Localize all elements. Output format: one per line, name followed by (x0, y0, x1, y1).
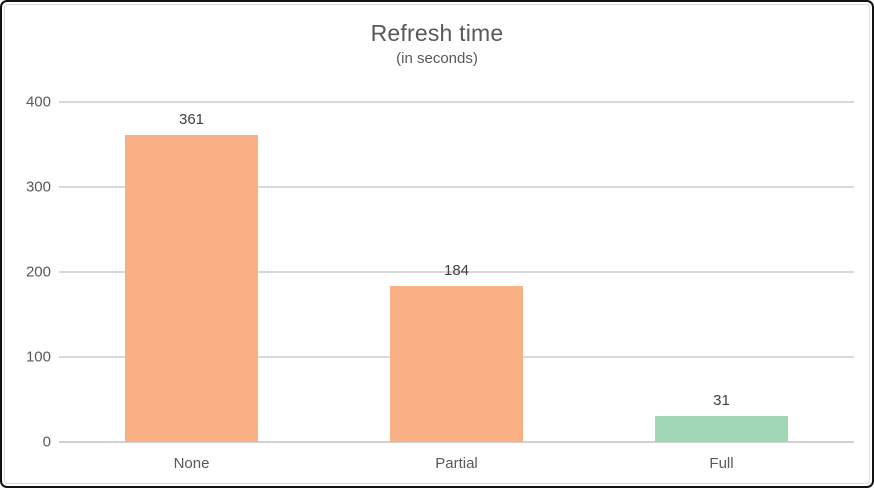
y-tick-label-300: 300 (25, 178, 51, 196)
bar-partial (390, 285, 523, 442)
x-axis-line (59, 441, 854, 443)
bar-full (655, 415, 788, 442)
gridline-300 (59, 186, 854, 188)
plot-area: 0 100 200 300 400 361 None 184 Partial 31 Full (26, 94, 854, 472)
y-tick-label-100: 100 (25, 348, 51, 366)
chart-subtitle: (in seconds) (396, 50, 478, 67)
bar-none (125, 135, 258, 442)
y-tick-label-200: 200 (25, 263, 51, 281)
gridline-200 (59, 271, 854, 273)
gridline-400 (59, 101, 854, 103)
y-tick-label-400: 400 (25, 93, 51, 111)
y-tick-label-0: 0 (42, 433, 51, 451)
bar-value-label-none: 361 (178, 111, 205, 129)
bar-value-label-partial: 184 (443, 261, 470, 279)
bar-value-label-full: 31 (713, 391, 730, 409)
category-label-partial: Partial (435, 455, 478, 472)
category-label-none: None (173, 455, 210, 472)
category-label-full: Full (709, 455, 734, 472)
chart-title: Refresh time (370, 20, 504, 46)
